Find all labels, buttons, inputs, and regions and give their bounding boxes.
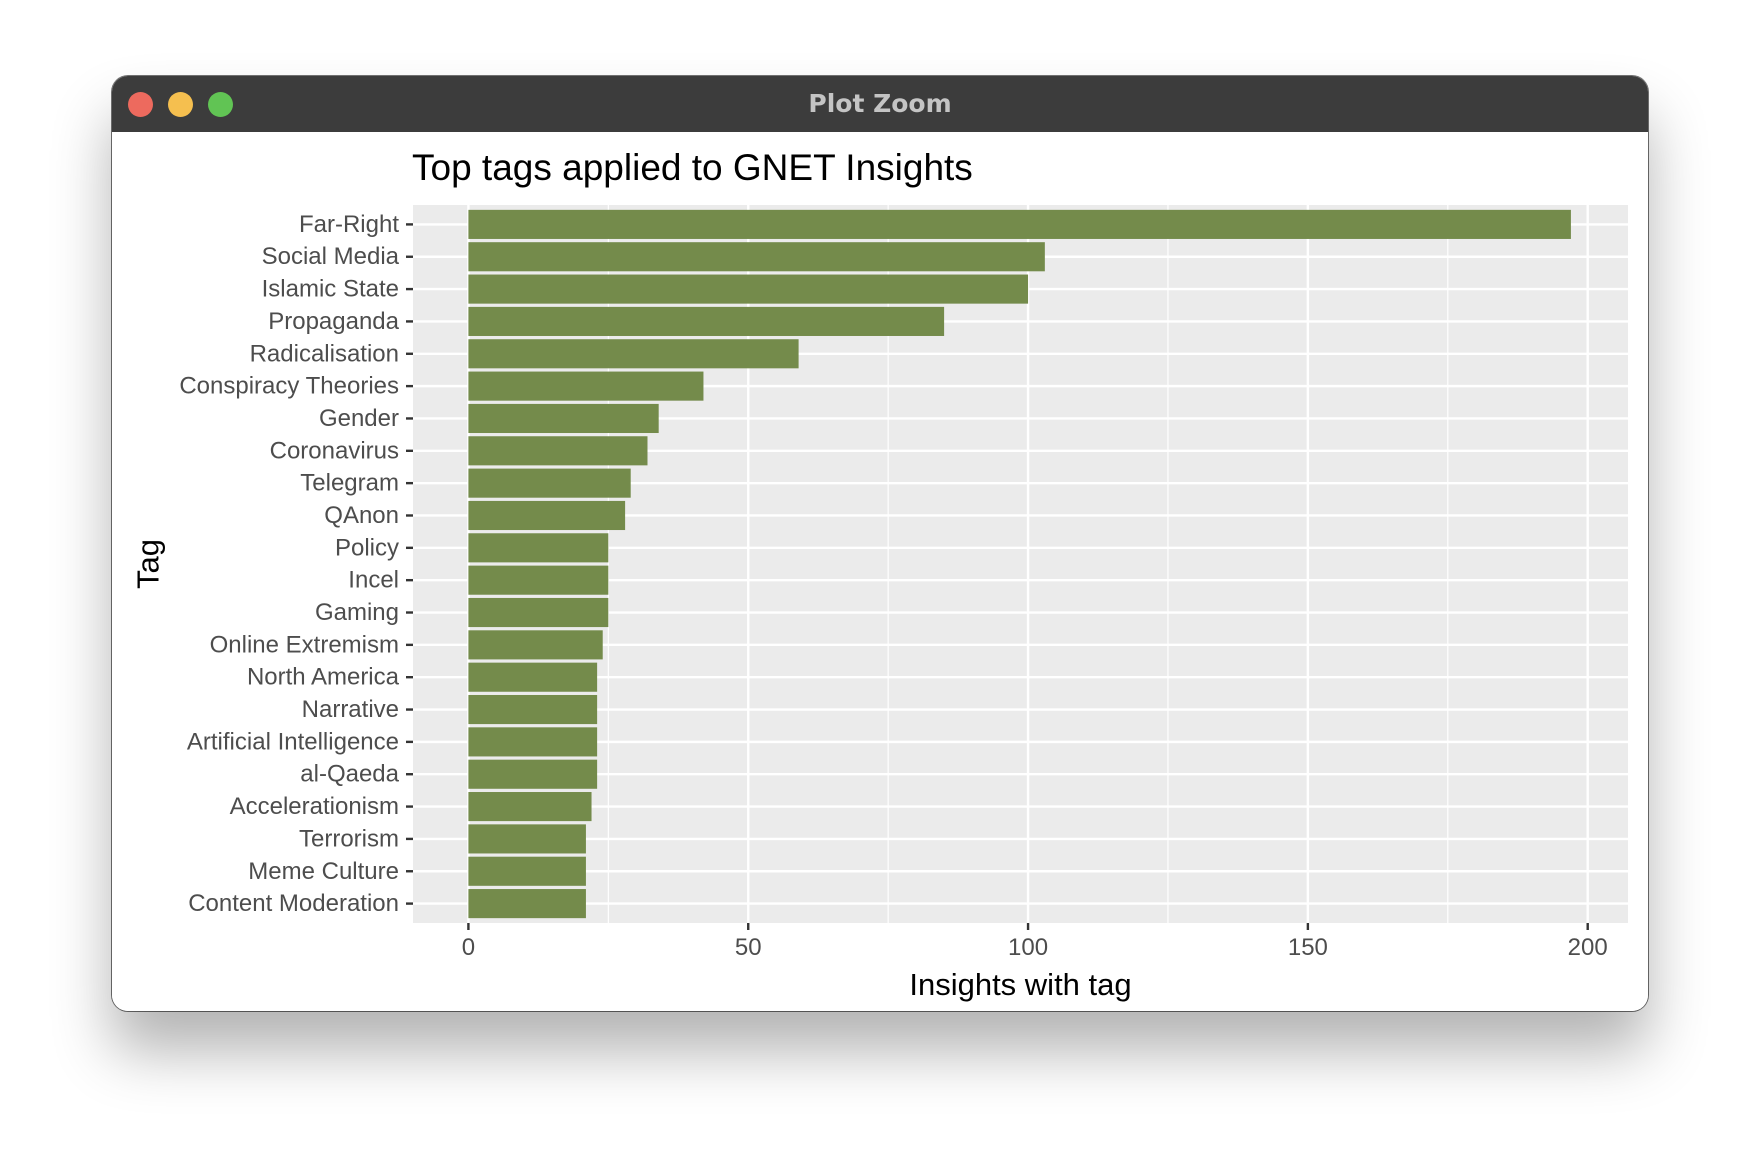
window-title: Plot Zoom	[808, 89, 952, 118]
bar	[468, 727, 598, 757]
y-axis: Far-Right Social Media Islamic State Propag…	[179, 211, 413, 917]
y-tick-label: Online Extremism	[210, 631, 399, 658]
maximize-button[interactable]	[208, 92, 233, 117]
minimize-button[interactable]	[168, 92, 193, 117]
y-tick-label: Conspiracy Theories	[179, 373, 399, 400]
y-tick-label: Meme Culture	[248, 858, 399, 885]
y-tick-label: QAnon	[324, 502, 399, 529]
bar	[468, 533, 609, 563]
y-tick-label: al-Qaeda	[300, 761, 399, 788]
y-tick-label: Incel	[348, 567, 399, 594]
close-button[interactable]	[128, 92, 153, 117]
x-tick-label: 150	[1288, 934, 1328, 961]
bar	[468, 209, 1571, 239]
x-tick-label: 100	[1008, 934, 1048, 961]
x-axis: 0 50 100 150 200	[462, 923, 1608, 961]
title-bar: Plot Zoom	[112, 76, 1648, 133]
y-tick-label: Telegram	[300, 470, 399, 497]
bar	[468, 856, 586, 886]
bar	[468, 306, 945, 336]
y-tick-label: Gender	[319, 405, 399, 432]
plot-zoom-window: Plot Zoom Top tags applied to GNET Insig…	[112, 76, 1648, 1011]
y-tick-label: Social Media	[262, 243, 400, 270]
bar	[468, 468, 631, 498]
bar	[468, 436, 648, 466]
bar	[468, 500, 626, 531]
bar	[468, 371, 704, 401]
y-tick-label: Propaganda	[268, 308, 399, 335]
plot-area: Top tags applied to GNET Insights Far-Ri…	[112, 132, 1648, 1011]
bar	[468, 792, 592, 822]
y-tick-label: Artificial Intelligence	[187, 728, 399, 755]
y-axis-title: Tag	[131, 539, 166, 589]
chart-title: Top tags applied to GNET Insights	[412, 147, 973, 188]
y-tick-label: Coronavirus	[270, 437, 399, 464]
y-tick-label: Islamic State	[262, 276, 399, 303]
y-tick-label: Accelerationism	[230, 793, 399, 820]
y-tick-label: Terrorism	[299, 825, 399, 852]
y-tick-label: Far-Right	[299, 211, 399, 238]
bar	[468, 759, 598, 789]
y-tick-label: Narrative	[302, 696, 399, 723]
y-tick-label: Gaming	[315, 599, 399, 626]
x-axis-title: Insights with tag	[909, 967, 1131, 1002]
bar	[468, 662, 598, 692]
x-tick-label: 50	[735, 934, 762, 961]
bar	[468, 339, 799, 369]
bar	[468, 565, 609, 595]
bar	[468, 274, 1029, 304]
y-tick-label: Content Moderation	[188, 890, 399, 917]
y-tick-label: Radicalisation	[250, 340, 399, 367]
bar	[468, 694, 598, 725]
bar	[468, 597, 609, 628]
bar	[468, 824, 586, 854]
y-tick-label: North America	[247, 664, 400, 691]
bar	[468, 403, 659, 434]
x-tick-label: 0	[462, 934, 475, 961]
x-tick-label: 200	[1568, 934, 1608, 961]
bar-chart: Top tags applied to GNET Insights Far-Ri…	[131, 147, 1628, 1002]
bar	[468, 242, 1045, 272]
bar	[468, 889, 586, 919]
bars	[468, 209, 1571, 919]
y-tick-label: Policy	[335, 534, 399, 561]
bar	[468, 630, 603, 660]
